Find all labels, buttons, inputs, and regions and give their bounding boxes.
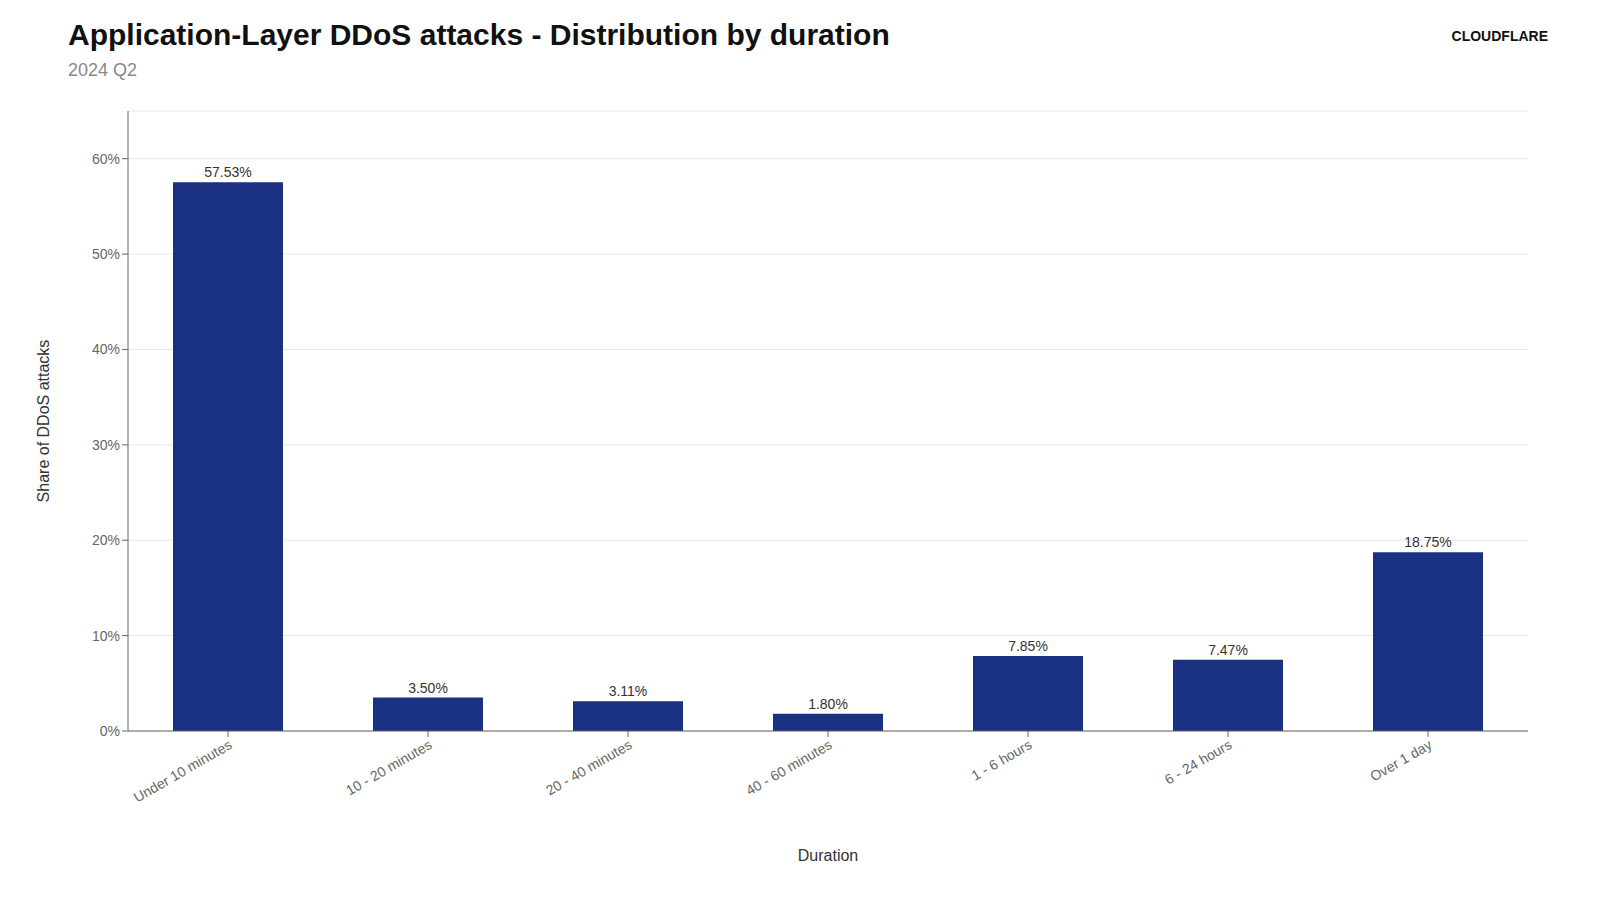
svg-text:7.85%: 7.85% [1008,638,1048,654]
svg-text:20%: 20% [92,532,120,548]
svg-text:30%: 30% [92,437,120,453]
svg-text:40 - 60 minutes: 40 - 60 minutes [743,736,835,798]
svg-text:3.11%: 3.11% [609,683,648,699]
svg-text:60%: 60% [92,151,120,167]
html-text:Application-Layer DDoS attacks: Application-Layer DDoS attacks - Distrib… [68,18,890,51]
svg-text:57.53%: 57.53% [204,164,251,180]
svg-text:1.80%: 1.80% [808,696,848,712]
svg-text:Under 10 minutes: Under 10 minutes [131,736,235,805]
svg-text:Share of DDoS attacks: Share of DDoS attacks [35,340,52,503]
svg-text:1 - 6 hours: 1 - 6 hours [969,736,1035,783]
svg-text:18.75%: 18.75% [1404,534,1451,550]
svg-text:3.50%: 3.50% [408,680,448,696]
svg-text:0%: 0% [100,723,120,739]
svg-text:7.47%: 7.47% [1208,642,1248,658]
html-text:CLOUDFLARE: CLOUDFLARE [1451,28,1548,44]
svg-text:Duration: Duration [798,847,858,864]
svg-text:6 - 24 hours: 6 - 24 hours [1162,736,1235,787]
svg-text:20 - 40 minutes: 20 - 40 minutes [543,736,635,798]
svg-text:10 - 20 minutes: 10 - 20 minutes [343,736,435,798]
svg-text:Over 1 day: Over 1 day [1367,736,1434,784]
svg-text:50%: 50% [92,246,120,262]
svg-text:40%: 40% [92,341,120,357]
html-text:2024 Q2: 2024 Q2 [68,60,138,80]
svg-text:10%: 10% [92,628,120,644]
